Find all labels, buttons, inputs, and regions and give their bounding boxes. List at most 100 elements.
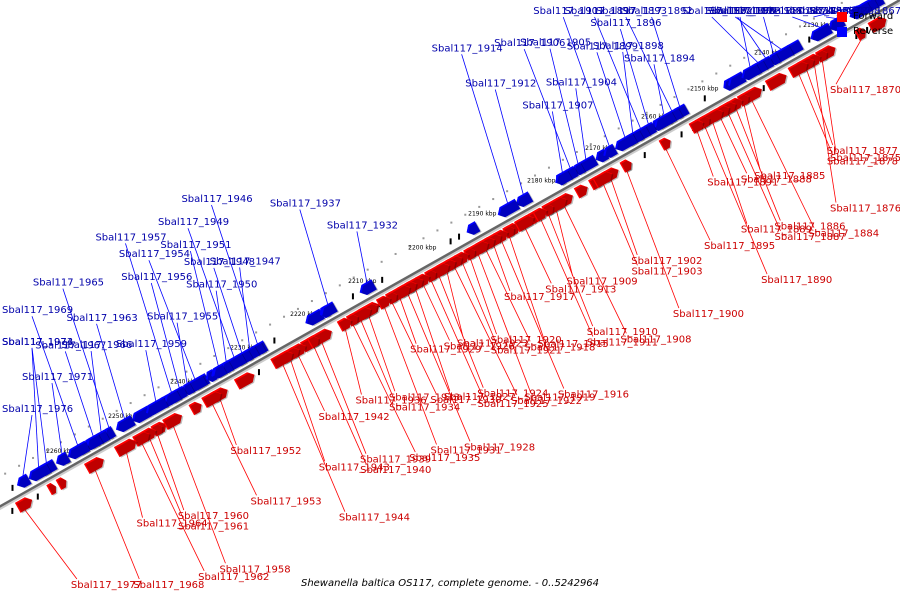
leader-line	[540, 219, 594, 337]
caption: Shewanella baltica OS117, complete genom…	[300, 578, 600, 589]
gene-shadow	[770, 53, 783, 66]
gene-label: Sbal117_1925	[477, 399, 548, 410]
gene-shadow	[134, 432, 151, 448]
gene-label: Sbal117_1965	[33, 278, 104, 289]
gene-label: Sbal117_1903	[631, 266, 702, 277]
leader-line	[64, 351, 94, 437]
gene-label: Sbal117_1901	[533, 6, 604, 17]
gene-label: Sbal117_1942	[319, 412, 390, 423]
leader-line	[415, 289, 451, 392]
guide-dot	[185, 370, 188, 373]
gene-label: Sbal117_1886	[774, 222, 845, 233]
forward-swatch	[837, 11, 847, 22]
gene-shadow	[621, 160, 633, 174]
legend-reverse: Reverse	[837, 24, 893, 39]
tick-label: 2210 kbp	[348, 278, 376, 285]
leader-line	[493, 245, 511, 292]
reverse-gene-arrow	[67, 440, 92, 460]
gene-label: Sbal117_1934	[389, 403, 460, 414]
leader-line	[735, 109, 781, 221]
guide-dot	[659, 103, 662, 106]
gene-label: Sbal117_1958	[219, 564, 290, 575]
gene-shadow	[594, 172, 614, 189]
guide-dot	[673, 96, 676, 99]
gene-label: Sbal117_1940	[360, 465, 431, 476]
guide-dot	[115, 409, 118, 412]
gene-shadow	[272, 351, 295, 370]
gene-label: Sbal117_1976	[2, 404, 73, 415]
gene-label: Sbal117_1869	[783, 6, 854, 17]
gene-label: Sbal117_1952	[230, 446, 301, 457]
leader-line	[360, 320, 396, 402]
tick-label: 2220 kbp	[290, 311, 318, 318]
guide-dot	[283, 315, 286, 318]
forward-gene-arrow	[502, 225, 516, 240]
gene-label: Sbal117_1953	[251, 496, 322, 507]
leader-line	[51, 382, 63, 455]
reverse-gene-arrow	[359, 279, 379, 296]
guide-dot	[394, 252, 397, 255]
leader-line	[737, 16, 766, 59]
gene-shadow	[184, 383, 196, 396]
leader-line	[477, 254, 531, 392]
leader-line	[145, 350, 157, 402]
small-gene-mark	[680, 131, 683, 138]
leader-line	[282, 364, 346, 512]
gene-label: Sbal117_1943	[319, 462, 390, 473]
guide-dot	[352, 276, 355, 279]
guide-dot	[171, 378, 174, 381]
leader-line	[462, 263, 498, 345]
leader-line	[501, 241, 565, 389]
gene-label: Sbal117_1923	[457, 338, 528, 349]
guide-dot	[645, 111, 648, 114]
guide-dot	[32, 456, 35, 459]
leader-line	[625, 16, 673, 112]
gene-shadow	[789, 62, 809, 79]
gene-label: Sbal117_1946	[181, 194, 252, 205]
guide-dot	[506, 190, 509, 193]
gene-label: Sbal117_1899	[567, 41, 638, 52]
reverse-gene-arrow	[741, 63, 763, 81]
gene-shadow	[30, 463, 53, 482]
gene-label: Sbal117_1974	[2, 337, 73, 348]
forward-gene-arrow	[150, 423, 164, 438]
guide-dot	[701, 80, 704, 83]
leader-line	[548, 214, 594, 327]
leader-line	[219, 399, 237, 446]
leader-line	[798, 74, 834, 156]
gene-shadow	[308, 336, 321, 350]
leader-line	[563, 206, 627, 334]
guide-dot	[380, 260, 383, 263]
gene-label: Sbal117_1912	[465, 78, 536, 89]
gene-label: Sbal117_1968	[133, 580, 204, 591]
tick-label: 2230 kbp	[230, 345, 258, 352]
gene-label: Sbal117_1872	[796, 6, 867, 17]
guide-dot	[59, 441, 62, 444]
gene-shadow	[147, 397, 170, 416]
forward-gene-arrow	[541, 203, 555, 218]
gene-label: Sbal117_1900	[673, 309, 744, 320]
leader-line	[407, 294, 471, 442]
guide-dot	[324, 292, 327, 295]
small-gene-mark	[643, 152, 646, 159]
small-gene-mark	[703, 95, 706, 102]
gene-shadow	[743, 64, 763, 81]
forward-gene-arrow	[424, 269, 438, 284]
gene-label: Sbal117_1904	[546, 77, 617, 88]
gene-label: Sbal117_1879	[705, 6, 776, 17]
gene-label: Sbal117_1885	[754, 171, 825, 182]
forward-gene-arrow	[201, 390, 223, 409]
gene-label: Sbal117_1977	[71, 580, 142, 591]
reverse-gene-arrow	[16, 473, 33, 489]
forward-gene-arrow	[132, 431, 151, 448]
gene-shadow	[386, 292, 399, 306]
small-gene-mark	[351, 293, 354, 300]
guide-dot	[826, 9, 829, 12]
guide-dot	[338, 284, 341, 287]
leader-line	[653, 64, 665, 116]
leader-line	[423, 285, 450, 341]
gene-label: Sbal117_1960	[178, 511, 249, 522]
leader-line	[704, 126, 768, 275]
gene-label: Sbal117_1935	[409, 453, 480, 464]
